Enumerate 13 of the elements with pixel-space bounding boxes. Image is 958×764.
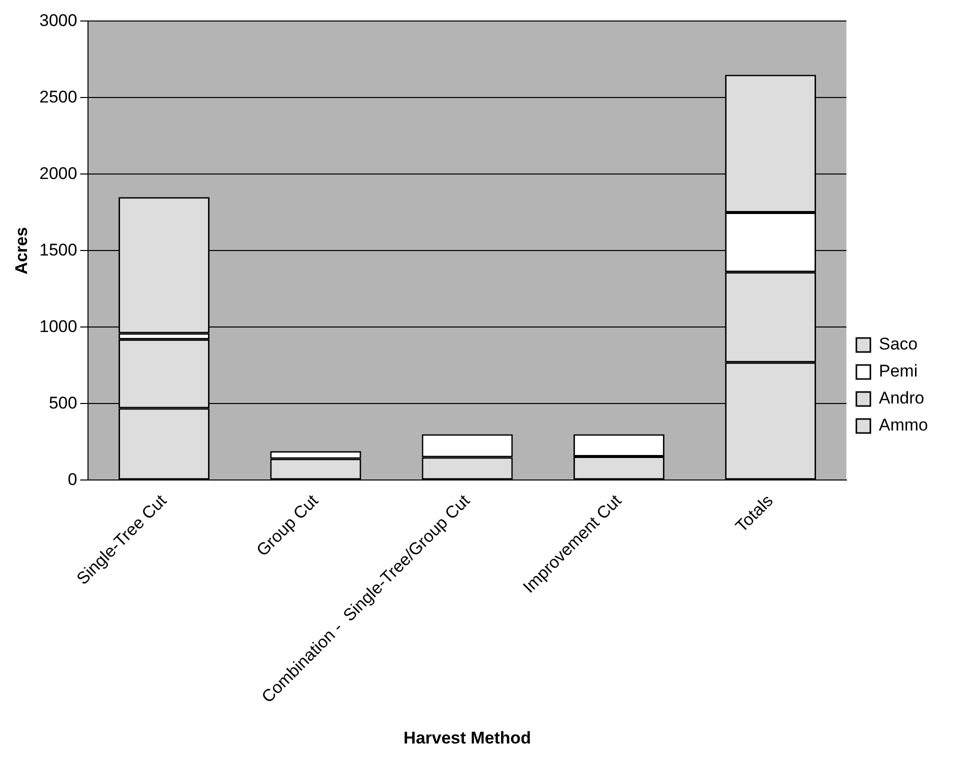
legend-label: Andro [878,388,924,408]
x-axis-title: Harvest Method [404,728,532,748]
y-tick-label: 2500 [39,87,78,106]
legend-label: Pemi [878,362,918,381]
y-tick-label: 2000 [39,164,78,183]
legend-label: Ammo [878,416,928,435]
y-tick-label: 500 [48,393,78,412]
y-tick-label: 3000 [39,10,78,30]
y-tick-label: 1000 [39,316,78,336]
y-tick-label: 1500 [39,240,78,260]
y-axis-title: Acres [12,227,31,274]
legend-label: Saco [878,334,918,354]
y-tick-label: 0 [68,470,78,489]
